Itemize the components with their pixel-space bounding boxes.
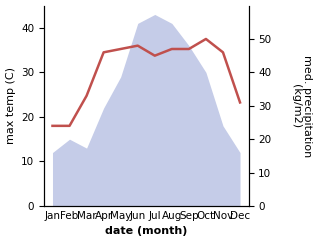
- Y-axis label: med. precipitation
(kg/m2): med. precipitation (kg/m2): [291, 55, 313, 157]
- Y-axis label: max temp (C): max temp (C): [5, 67, 16, 144]
- X-axis label: date (month): date (month): [105, 227, 187, 236]
